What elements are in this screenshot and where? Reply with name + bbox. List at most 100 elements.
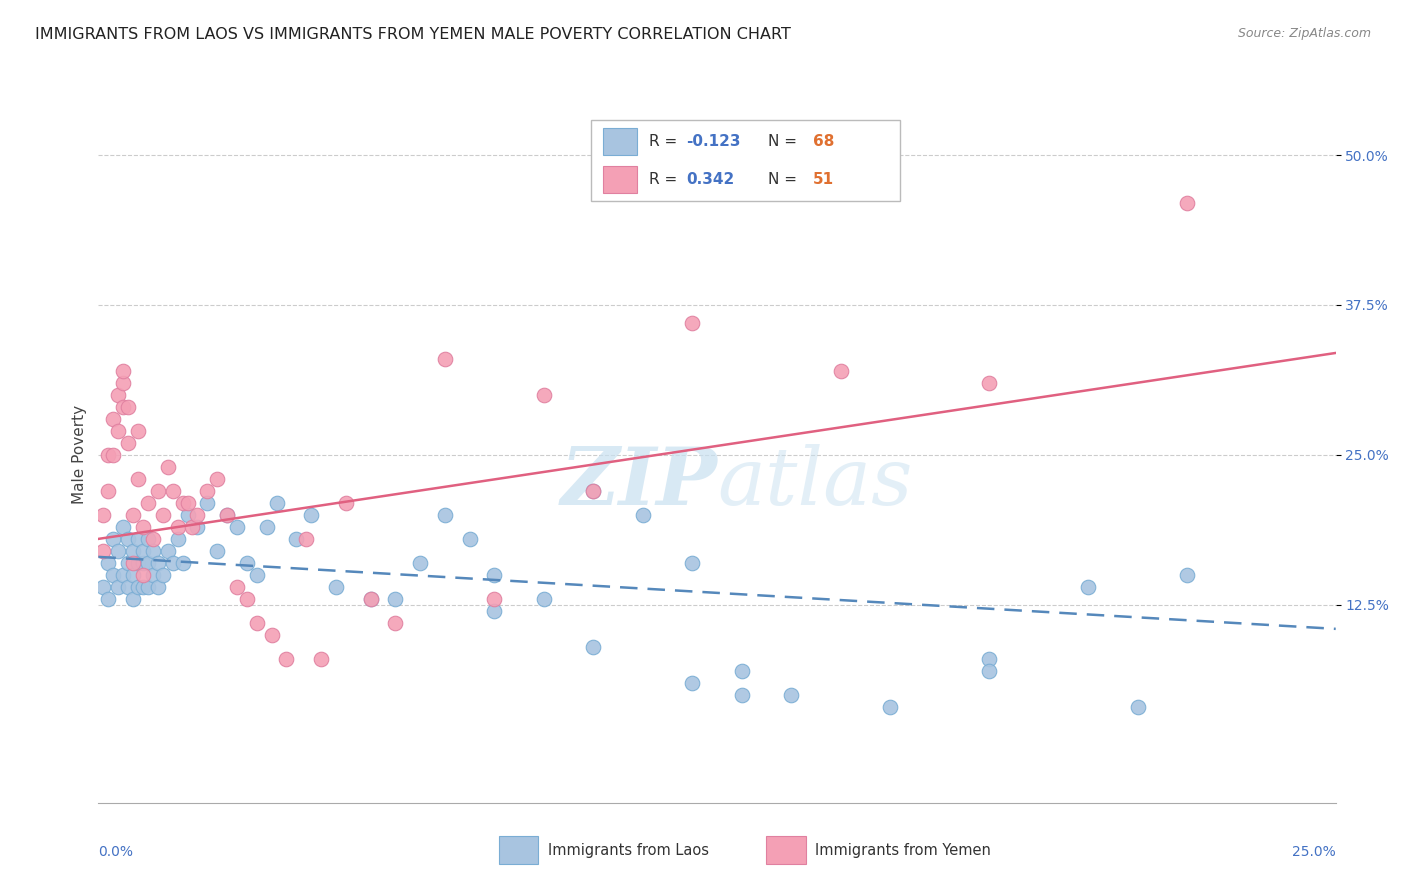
Point — [156, 544, 179, 558]
Point — [152, 567, 174, 582]
Point — [979, 376, 1001, 390]
Point — [236, 556, 259, 570]
Point — [152, 508, 174, 522]
Text: Immigrants from Yemen: Immigrants from Yemen — [815, 843, 991, 858]
Point — [217, 508, 239, 522]
FancyBboxPatch shape — [499, 836, 538, 863]
Point — [409, 556, 432, 570]
Point — [879, 699, 901, 714]
Point — [117, 436, 139, 450]
Point — [136, 496, 159, 510]
Point — [335, 496, 357, 510]
Point — [780, 688, 803, 702]
Point — [484, 591, 506, 606]
Point — [384, 591, 406, 606]
Text: N =: N = — [768, 134, 803, 149]
FancyBboxPatch shape — [766, 836, 806, 863]
Point — [117, 400, 139, 414]
Point — [582, 640, 605, 654]
Point — [172, 556, 194, 570]
Point — [107, 580, 129, 594]
Point — [132, 556, 155, 570]
Text: 0.0%: 0.0% — [98, 845, 134, 858]
Point — [186, 520, 208, 534]
Point — [731, 688, 754, 702]
Point — [127, 556, 149, 570]
Point — [127, 580, 149, 594]
Point — [205, 472, 228, 486]
Point — [276, 652, 298, 666]
Text: 25.0%: 25.0% — [1292, 845, 1336, 858]
Point — [127, 532, 149, 546]
Point — [433, 508, 456, 522]
Point — [166, 520, 188, 534]
Point — [127, 424, 149, 438]
Text: ZIP: ZIP — [560, 444, 717, 522]
Point — [533, 591, 555, 606]
Point — [236, 591, 259, 606]
Point — [360, 591, 382, 606]
Point — [176, 496, 198, 510]
Point — [731, 664, 754, 678]
Y-axis label: Male Poverty: Male Poverty — [72, 405, 87, 505]
Point — [132, 520, 155, 534]
Point — [107, 544, 129, 558]
Point — [117, 532, 139, 546]
Point — [1126, 699, 1149, 714]
Point — [156, 459, 179, 474]
Point — [295, 532, 318, 546]
Point — [93, 580, 115, 594]
Point — [256, 520, 278, 534]
Point — [979, 652, 1001, 666]
Point — [325, 580, 347, 594]
Point — [582, 483, 605, 498]
Text: N =: N = — [768, 171, 803, 186]
Point — [132, 567, 155, 582]
Point — [226, 520, 249, 534]
Point — [266, 496, 288, 510]
Point — [195, 483, 218, 498]
Point — [97, 591, 120, 606]
Point — [146, 556, 169, 570]
Point — [107, 388, 129, 402]
Point — [484, 604, 506, 618]
Point — [132, 580, 155, 594]
Text: 51: 51 — [813, 171, 834, 186]
Point — [172, 496, 194, 510]
Point — [246, 615, 269, 630]
Point — [360, 591, 382, 606]
Point — [122, 591, 145, 606]
Point — [681, 556, 703, 570]
Point — [136, 556, 159, 570]
Text: 0.342: 0.342 — [686, 171, 735, 186]
Point — [97, 556, 120, 570]
Text: Immigrants from Laos: Immigrants from Laos — [548, 843, 710, 858]
Point — [122, 556, 145, 570]
Point — [681, 676, 703, 690]
Point — [122, 508, 145, 522]
Point — [107, 424, 129, 438]
Point — [979, 664, 1001, 678]
Point — [166, 532, 188, 546]
Point — [117, 580, 139, 594]
Point — [136, 532, 159, 546]
Point — [112, 567, 135, 582]
Point — [103, 532, 125, 546]
Point — [226, 580, 249, 594]
Text: -0.123: -0.123 — [686, 134, 741, 149]
Point — [631, 508, 654, 522]
Point — [142, 544, 165, 558]
Point — [181, 520, 204, 534]
Point — [122, 567, 145, 582]
Point — [146, 580, 169, 594]
Point — [1175, 196, 1198, 211]
Point — [146, 483, 169, 498]
Point — [582, 483, 605, 498]
Text: R =: R = — [650, 134, 682, 149]
Point — [433, 351, 456, 366]
FancyBboxPatch shape — [603, 166, 637, 193]
Point — [186, 508, 208, 522]
Point — [309, 652, 332, 666]
Point — [97, 483, 120, 498]
Point — [285, 532, 308, 546]
